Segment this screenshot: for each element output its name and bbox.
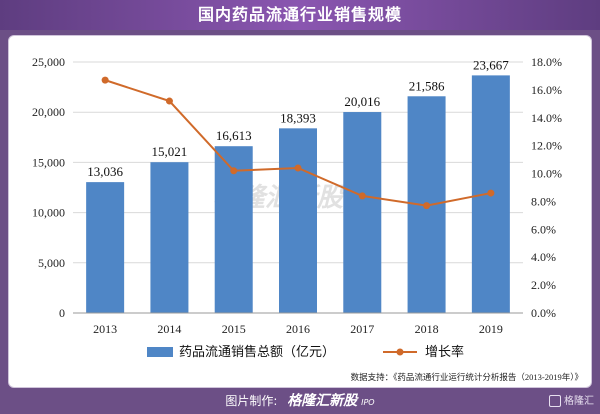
corner-logo: 格隆汇 [549, 390, 594, 413]
x-tick-label: 2017 [350, 322, 374, 336]
legend-line-marker [396, 348, 404, 356]
legend-line-label: 增长率 [425, 344, 464, 359]
growth-point [165, 97, 173, 105]
y-right-tick-label: 18.0% [531, 55, 562, 69]
chart-svg: 0 5,000 10,000 15,000 20,000 25,000 0.0% 2.0% 4.… [32, 55, 583, 382]
bar-value-label: 21,586 [409, 78, 445, 93]
chart-panel: 0 5,000 10,000 15,000 20,000 25,000 0.0% 2.0% 4.… [8, 35, 592, 388]
y-left-tick-label: 15,000 [32, 155, 65, 169]
footer-prefix: 图片制作: [225, 394, 278, 408]
bar-value-label: 15,021 [152, 144, 188, 159]
y-right-tick-label: 4.0% [531, 250, 556, 264]
y-right-tick-label: 12.0% [531, 139, 562, 153]
growth-point [423, 202, 431, 210]
y-right-tick-label: 10.0% [531, 167, 562, 181]
growth-point [294, 164, 302, 172]
logo-icon [549, 395, 561, 407]
y-left-tick-label: 25,000 [32, 55, 65, 69]
y-right-tick-label: 16.0% [531, 83, 562, 97]
x-tick-label: 2019 [479, 322, 503, 336]
y-right-tick-label: 2.0% [531, 278, 556, 292]
y-right-tick-label: 8.0% [531, 194, 556, 208]
growth-point [487, 189, 495, 197]
bar-value-label: 20,016 [344, 94, 380, 109]
y-left-tick-label: 5,000 [38, 256, 65, 270]
corner-logo-text: 格隆汇 [564, 396, 594, 407]
y-left-tick-label: 20,000 [32, 105, 65, 119]
bar-value-label: 23,667 [473, 57, 509, 72]
growth-point [358, 192, 366, 200]
y-left-tick-label: 10,000 [32, 206, 65, 220]
bar [343, 112, 382, 313]
bar-value-label: 18,393 [280, 110, 316, 125]
bar-value-label: 16,613 [216, 128, 252, 143]
footer: 图片制作: 格隆汇新股 IPO [0, 390, 600, 413]
x-tick-label: 2015 [222, 322, 246, 336]
footer-brand: 格隆汇新股 [287, 393, 358, 409]
bar [279, 128, 317, 313]
bar [150, 162, 189, 313]
y-right-tick-label: 14.0% [531, 111, 562, 125]
chart-title: 国内药品流通行业销售规模 [0, 0, 600, 30]
x-tick-label: 2018 [415, 322, 439, 336]
y-left-tick-label: 0 [59, 306, 65, 320]
growth-point [101, 76, 109, 84]
footer-brand-sub: IPO [361, 398, 375, 407]
x-tick-label: 2014 [157, 322, 181, 336]
legend-bar-label: 药品流通销售总额（亿元） [179, 344, 335, 359]
source-note: 数据支持：《药品流通行业运行统计分析报告（2013-2019年）》 [351, 372, 583, 382]
bar [86, 182, 125, 313]
y-right-tick-label: 6.0% [531, 222, 556, 236]
bar-value-label: 13,036 [87, 164, 123, 179]
x-tick-label: 2016 [286, 322, 310, 336]
growth-point [230, 167, 238, 175]
legend-bar-swatch [147, 347, 173, 357]
x-tick-label: 2013 [93, 322, 117, 336]
y-right-tick-label: 0.0% [531, 306, 556, 320]
